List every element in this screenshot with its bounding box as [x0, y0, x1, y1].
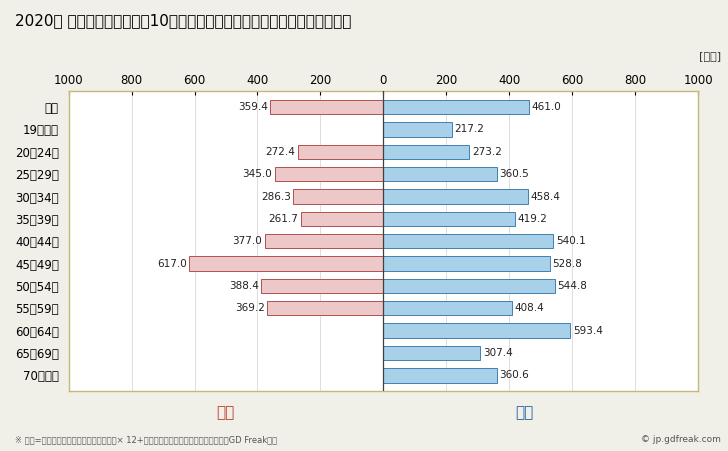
Text: 女性: 女性	[216, 405, 235, 420]
Bar	[261, 279, 384, 293]
Bar	[384, 212, 515, 226]
Text: 458.4: 458.4	[530, 192, 560, 202]
Bar	[384, 323, 570, 338]
Bar	[384, 122, 452, 137]
Bar	[384, 279, 555, 293]
Text: 男性: 男性	[515, 405, 534, 420]
Text: 544.8: 544.8	[558, 281, 587, 291]
Text: 540.1: 540.1	[556, 236, 586, 246]
Bar	[301, 212, 384, 226]
Text: 307.4: 307.4	[483, 348, 513, 358]
Bar	[384, 145, 470, 159]
Text: 261.7: 261.7	[269, 214, 298, 224]
Text: 272.4: 272.4	[265, 147, 295, 157]
Text: © jp.gdfreak.com: © jp.gdfreak.com	[641, 435, 721, 444]
Bar	[274, 167, 384, 181]
Text: 2020年 民間企業（従業者数10人以上）フルタイム労働者の男女別平均年収: 2020年 民間企業（従業者数10人以上）フルタイム労働者の男女別平均年収	[15, 14, 351, 28]
Bar	[384, 301, 512, 316]
Bar	[265, 234, 384, 249]
Bar	[384, 100, 529, 115]
Text: 419.2: 419.2	[518, 214, 547, 224]
Text: 593.4: 593.4	[573, 326, 603, 336]
Bar	[298, 145, 384, 159]
Text: 360.6: 360.6	[499, 370, 529, 380]
Text: ※ 年収=「きまって支給する現金給与額」× 12+「年間賞与その他特別給与額」としてGD Freak推計: ※ 年収=「きまって支給する現金給与額」× 12+「年間賞与その他特別給与額」と…	[15, 435, 277, 444]
Bar	[189, 256, 384, 271]
Text: 217.2: 217.2	[454, 124, 484, 134]
Text: 461.0: 461.0	[531, 102, 561, 112]
Text: 388.4: 388.4	[229, 281, 258, 291]
Bar	[384, 167, 497, 181]
Text: 360.5: 360.5	[499, 169, 529, 179]
Text: 408.4: 408.4	[515, 303, 545, 313]
Text: 528.8: 528.8	[553, 258, 582, 268]
Bar	[384, 256, 550, 271]
Bar	[293, 189, 384, 204]
Text: 369.2: 369.2	[234, 303, 265, 313]
Bar	[384, 189, 528, 204]
Text: 377.0: 377.0	[232, 236, 262, 246]
Bar	[384, 234, 553, 249]
Text: 286.3: 286.3	[261, 192, 290, 202]
Text: 617.0: 617.0	[157, 258, 186, 268]
Text: 359.4: 359.4	[238, 102, 268, 112]
Text: 273.2: 273.2	[472, 147, 502, 157]
Text: 345.0: 345.0	[242, 169, 272, 179]
Bar	[384, 368, 497, 382]
Text: [万円]: [万円]	[699, 51, 721, 61]
Bar	[384, 345, 480, 360]
Bar	[270, 100, 384, 115]
Bar	[267, 301, 384, 316]
